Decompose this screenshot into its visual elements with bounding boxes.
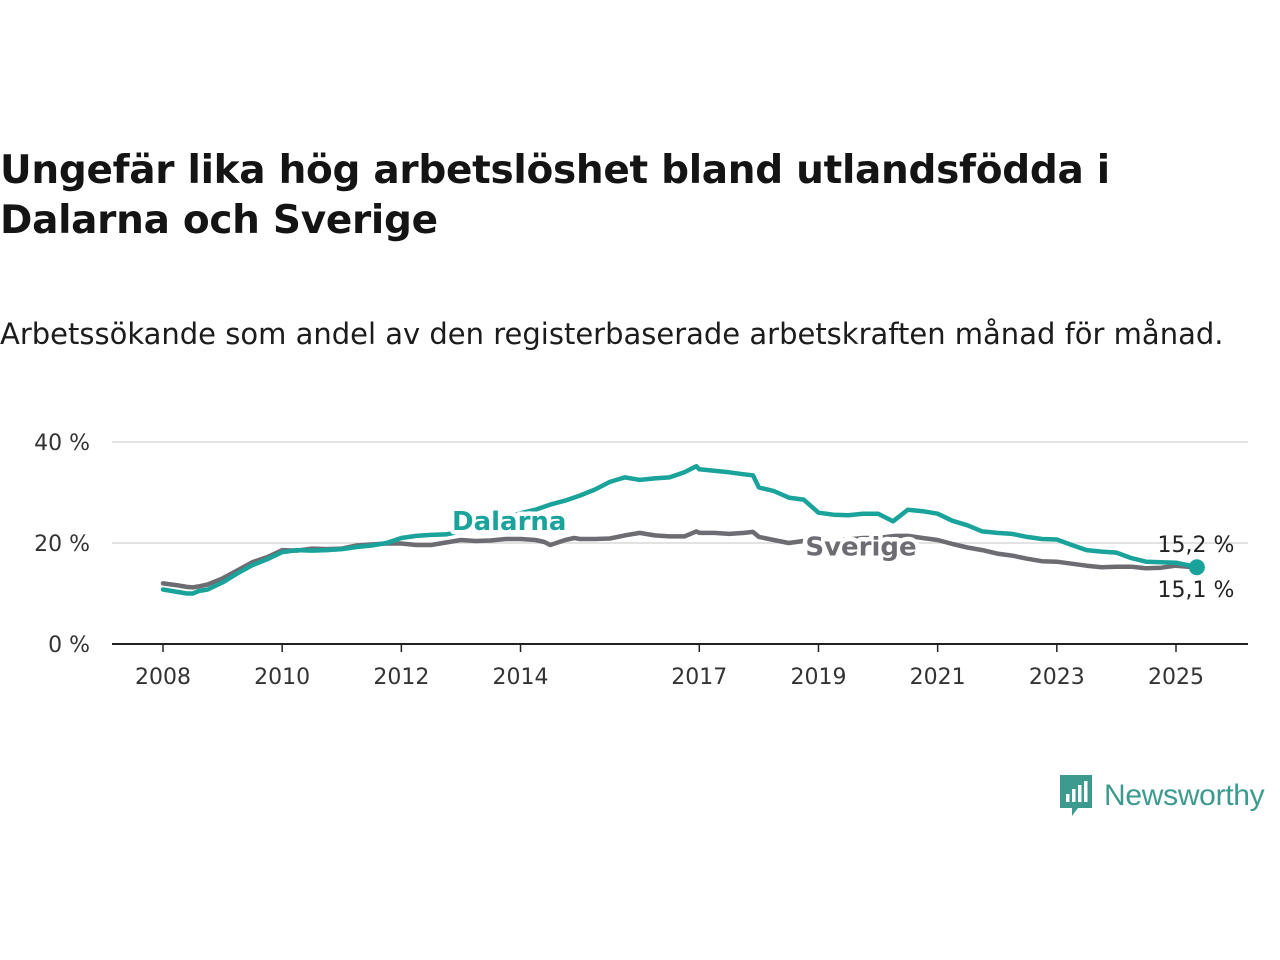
series-line-dalarna (160, 463, 1200, 596)
x-tick-label: 2021 (910, 665, 966, 690)
x-tick-label: 2012 (373, 665, 429, 690)
grid-layer (112, 441, 1248, 645)
chart-subtitle: Arbetssökande som andel av den registerb… (0, 317, 1224, 351)
y-tick-label: 0 % (48, 633, 90, 658)
y-tick-label: 20 % (34, 532, 90, 557)
series-end-marker (1188, 559, 1205, 576)
line-chart: 0 % 20 % 40 % 2008 2010 2012 2014 2017 2019 2021… (34, 431, 1248, 690)
x-tick-label: 2008 (135, 665, 191, 690)
newsworthy-logo-icon (1060, 775, 1092, 816)
series-label-sverige: Sverige (805, 533, 916, 563)
y-tick-label: 40 % (34, 431, 90, 456)
x-tick-label: 2023 (1029, 665, 1085, 690)
x-tick-label: 2019 (790, 665, 846, 690)
x-axis: 2008 2010 2012 2014 2017 2019 2021 2023 2025 (135, 644, 1204, 690)
x-tick-label: 2017 (671, 665, 727, 690)
brand-name: Newsworthy (1104, 779, 1265, 812)
series-layer (160, 463, 1205, 596)
series-labels: Dalarna Sverige 15,2 % 15,1 % (448, 502, 1235, 603)
x-tick-label: 2014 (493, 665, 549, 690)
chart-title: Ungefär lika hög arbetslöshet bland utla… (0, 148, 1110, 243)
series-label-dalarna: Dalarna (452, 507, 566, 537)
x-tick-label: 2025 (1148, 665, 1204, 690)
end-value-label-dalarna: 15,2 % (1158, 533, 1235, 558)
end-value-label-sverige: 15,1 % (1158, 578, 1235, 603)
y-axis: 0 % 20 % 40 % (34, 431, 90, 658)
brand: Newsworthy (1058, 774, 1265, 818)
x-tick-label: 2010 (254, 665, 310, 690)
